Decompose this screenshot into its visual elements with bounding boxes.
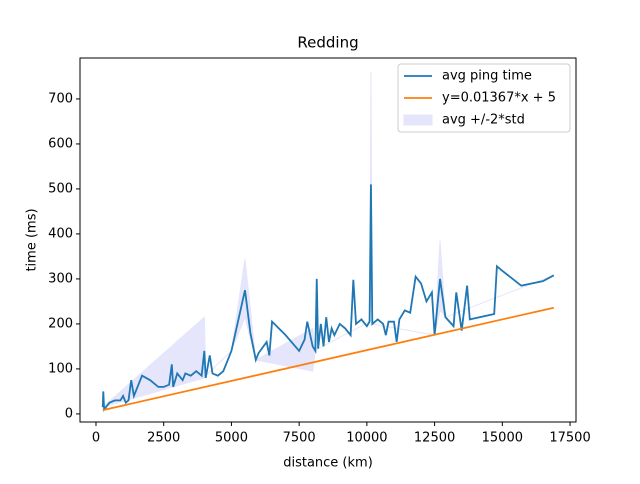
plot-frame	[79, 57, 577, 423]
y-axis-label: time (ms)	[25, 208, 40, 271]
y-tick-label: 200	[48, 316, 73, 331]
legend-swatch	[403, 114, 433, 126]
y-tick-label: 400	[48, 226, 73, 241]
x-tick-label: 17500	[549, 431, 590, 446]
x-tick-label: 12500	[414, 431, 455, 446]
legend-label: avg ping time	[442, 69, 532, 84]
legend-label: avg +/-2*std	[442, 113, 525, 128]
x-tick-label: 15000	[482, 431, 523, 446]
legend	[397, 63, 571, 133]
y-tick-label: 700	[48, 91, 73, 106]
y-tick-label: 500	[48, 181, 73, 196]
x-tick-label: 10000	[346, 431, 387, 446]
chart-title: Redding	[297, 34, 358, 52]
y-tick-label: 300	[48, 271, 73, 286]
x-axis-label: distance (km)	[283, 456, 373, 471]
line	[102, 306, 554, 411]
x-tick-label: 2500	[147, 431, 180, 446]
x-tick-label: 5000	[215, 431, 248, 446]
y-tick-label: 600	[48, 136, 73, 151]
line	[101, 184, 555, 412]
x-tick-label: 7500	[283, 431, 316, 446]
y-tick-label: 0	[65, 406, 73, 421]
y-tick-label: 100	[48, 361, 73, 376]
legend-label: y=0.01367*x + 5	[442, 91, 556, 106]
x-tick-label: 0	[92, 431, 100, 446]
